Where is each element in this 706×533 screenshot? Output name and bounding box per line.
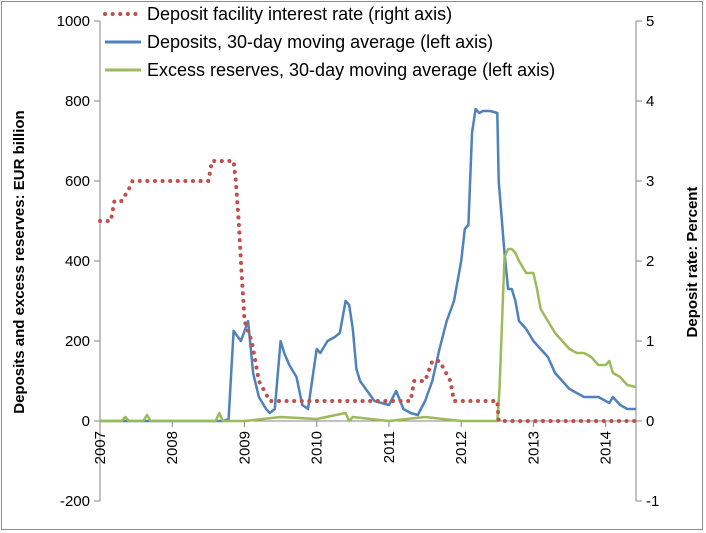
x-tick-label: 2011 [381, 431, 398, 463]
x-tick-label: 2009 [236, 431, 253, 464]
x-tick-label: 2010 [309, 431, 326, 464]
left-tick-label: 400 [65, 253, 90, 270]
right-tick-label: 3 [646, 173, 654, 190]
legend-label: Excess reserves, 30-day moving average (… [147, 60, 555, 80]
left-tick-label: 0 [82, 413, 90, 430]
left-tick-label: 200 [65, 333, 90, 350]
right-tick-label: 1 [646, 333, 654, 350]
series-line-deposit-rate [98, 159, 638, 423]
right-tick-label: 5 [646, 13, 654, 30]
left-tick-label: -200 [60, 493, 90, 510]
left-tick-label: 600 [65, 173, 90, 190]
series-line-excess-reserves [100, 247, 637, 423]
right-tick-label: 0 [646, 413, 654, 430]
x-tick-label: 2014 [598, 431, 615, 464]
right-tick-label: 2 [646, 253, 654, 270]
right-tick-label: -1 [646, 493, 659, 510]
legend: Deposit facility interest rate (right ax… [103, 4, 555, 80]
left-tick-label: 1000 [57, 13, 90, 30]
series-lines [98, 107, 638, 423]
left-tick-label: 800 [65, 93, 90, 110]
x-tick-label: 2007 [92, 431, 109, 464]
left-axis-title: Deposits and excess reserves: EUR billio… [11, 110, 28, 413]
series-line-deposits [100, 107, 636, 423]
x-tick-label: 2013 [525, 431, 542, 464]
right-axis-title: Deposit rate: Percent [684, 187, 701, 338]
x-tick-label: 2012 [453, 431, 470, 464]
x-tick-label: 2008 [164, 431, 181, 464]
legend-label: Deposits, 30-day moving average (left ax… [147, 32, 493, 52]
legend-label: Deposit facility interest rate (right ax… [147, 4, 452, 24]
axes: -200 0 200 400 600 800 1000 -1 0 1 2 3 4 5 2007 2008 200… [57, 13, 660, 510]
right-tick-label: 4 [646, 93, 654, 110]
